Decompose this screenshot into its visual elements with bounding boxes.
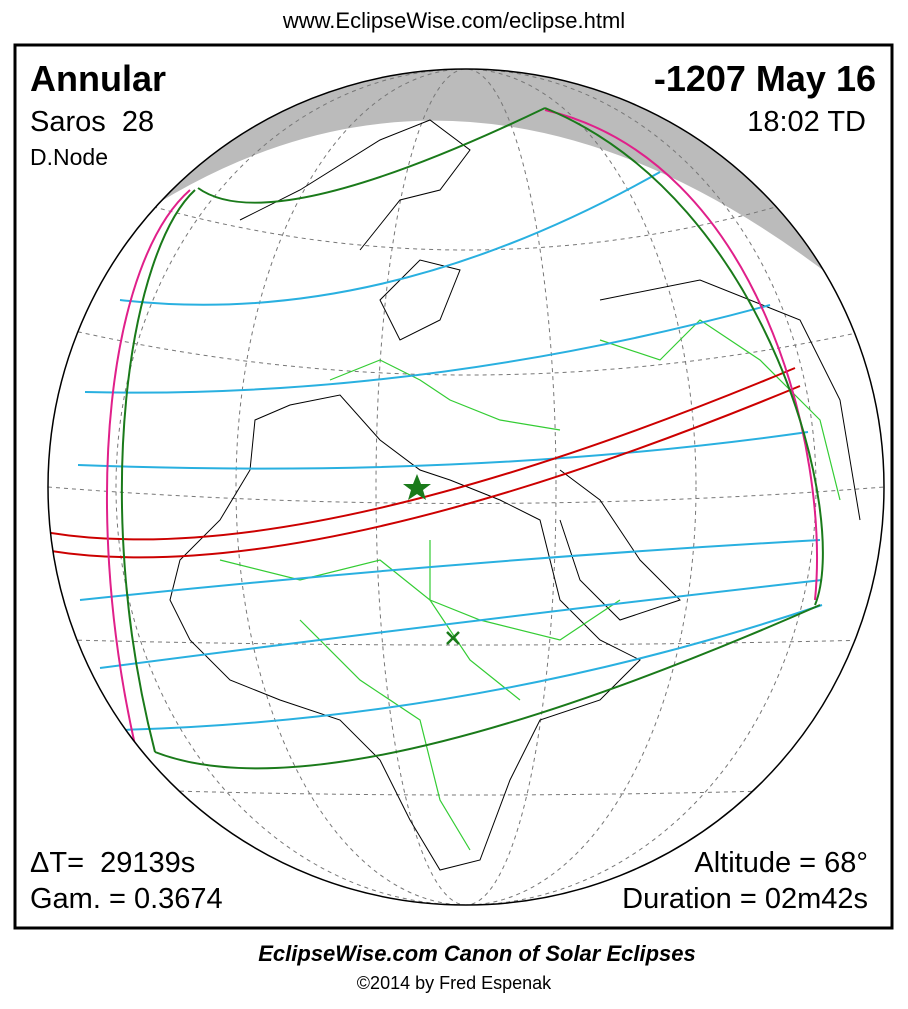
greatest-eclipse <box>403 474 431 500</box>
altitude: Altitude = 68° <box>694 847 868 879</box>
eclipse-date: -1207 May 16 <box>654 58 876 99</box>
eclipse-time: 18:02 TD <box>747 106 866 138</box>
penumbra-limits <box>120 107 824 770</box>
globe-outline <box>47 68 885 906</box>
rise-set-curves <box>106 109 818 746</box>
sub-solar-point <box>446 631 460 645</box>
eclipse-type: Annular <box>30 58 166 99</box>
footer-title: EclipseWise.com Canon of Solar Eclipses <box>258 941 696 966</box>
copyright: ©2014 by Fred Espenak <box>357 973 552 993</box>
saros: Saros 28 <box>30 106 154 138</box>
duration: Duration = 02m42s <box>622 883 868 915</box>
gamma: Gam. = 0.3674 <box>30 883 223 915</box>
coastlines <box>169 119 861 871</box>
header-url: www.EclipseWise.com/eclipse.html <box>282 8 625 33</box>
obscuration-curves <box>77 171 823 731</box>
delta-t: ΔT= 29139s <box>30 847 195 879</box>
node: D.Node <box>30 144 108 170</box>
